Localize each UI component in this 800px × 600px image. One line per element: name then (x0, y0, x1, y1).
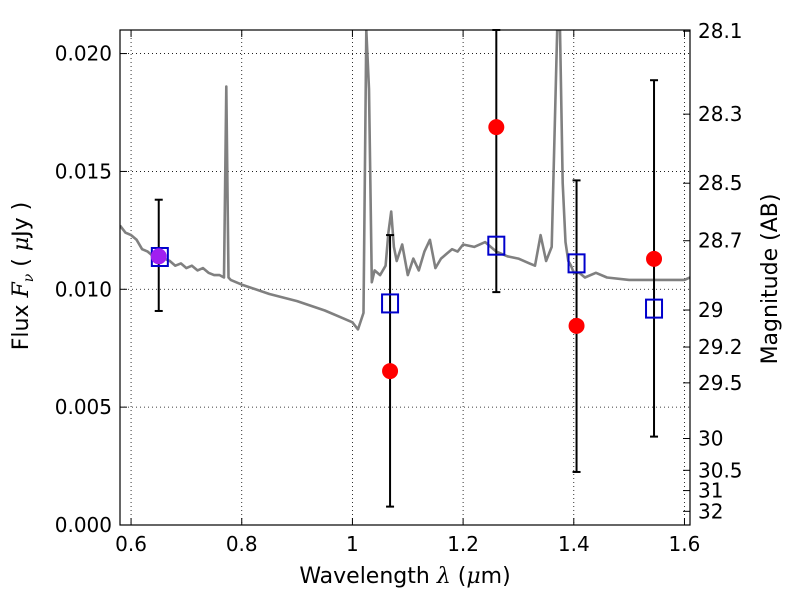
data-points (150, 29, 664, 508)
x-tick-label: 1 (346, 532, 359, 556)
observed-point (150, 248, 167, 265)
x-tick-label: 1.4 (558, 532, 590, 556)
model-photometry-square (567, 253, 586, 274)
right-axis-tick-label: 29.2 (698, 335, 743, 359)
y-tick-label: 0.015 (55, 159, 112, 183)
right-axis-label: Magnitude (AB) (758, 194, 783, 365)
right-axis-tick-label: 28.7 (698, 229, 743, 253)
observed-point (488, 119, 505, 136)
right-axis-tick-label: 32 (698, 499, 723, 523)
x-axis-label: Wavelength λ (μm) (299, 564, 510, 589)
right-axis-tick-label: 29 (698, 298, 723, 322)
right-axis-tick-label: 31 (698, 479, 723, 503)
right-axis-tick-label: 30 (698, 426, 723, 450)
observed-point (568, 317, 585, 334)
y-tick-label: 0.005 (55, 395, 112, 419)
observed-point (646, 250, 663, 267)
model-spectrum (120, 30, 690, 331)
x-axis-symbol: λ (436, 564, 451, 589)
axis-ticks: 0.6 0.8 1 1.2 1.4 1.6 0.000 0.005 0.010 0.015 0.02… (55, 19, 743, 556)
x-tick-label: 0.8 (226, 532, 258, 556)
x-tick-label: 1.2 (447, 532, 479, 556)
right-axis-tick-label: 28.1 (698, 19, 743, 43)
x-tick-label: 1.6 (669, 532, 701, 556)
x-tick-label: 0.6 (115, 532, 147, 556)
model-photometry-square (381, 293, 400, 314)
plot-frame (119, 29, 691, 526)
y-axis-label: Flux Fν ( μJy ) (9, 202, 37, 351)
y-tick-label: 0.000 (55, 513, 112, 537)
y-tick-label: 0.010 (55, 277, 112, 301)
model-photometry-square (645, 298, 664, 319)
model-photometry-square (487, 235, 506, 256)
observed-point (382, 363, 399, 380)
right-axis-tick-label: 28.5 (698, 171, 743, 195)
right-axis-tick-label: 30.5 (698, 458, 743, 482)
right-axis-tick-label: 28.3 (698, 102, 743, 126)
right-axis-tick-label: 29.5 (698, 371, 743, 395)
spectrum-line (120, 30, 690, 331)
y-tick-label: 0.020 (55, 42, 112, 66)
